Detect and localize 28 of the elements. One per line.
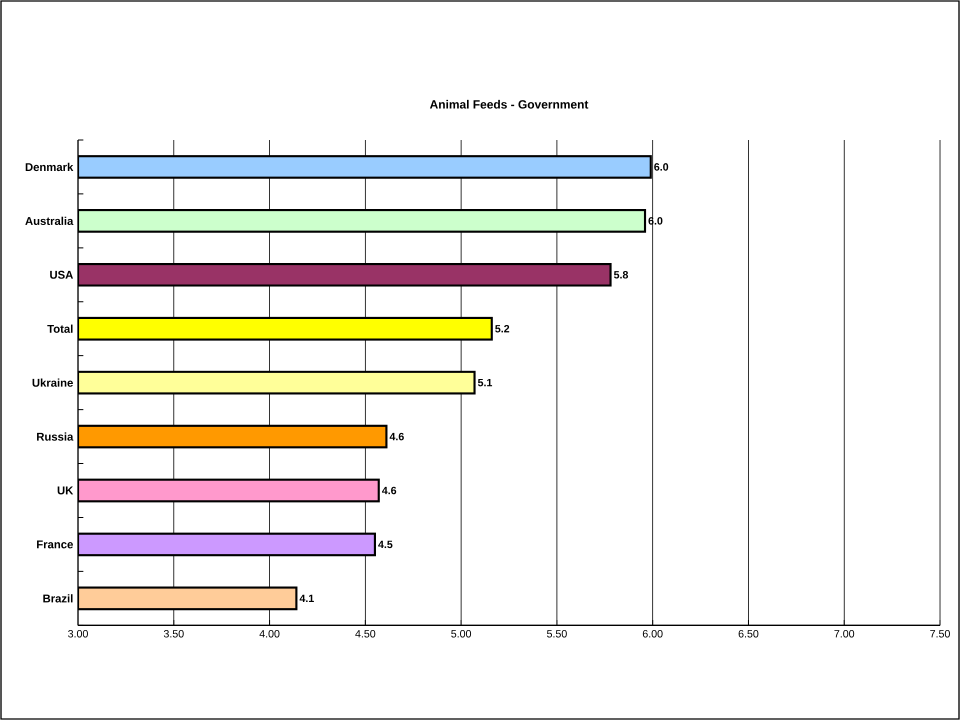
x-tick-label: 7.00 [834,630,854,638]
x-tick-label: 4.00 [259,630,280,638]
x-tick-label: 7.50 [930,630,950,638]
data-label: 5.1 [478,378,492,386]
data-label: 4.6 [390,432,404,440]
data-label: 6.0 [654,163,668,171]
x-tick-label: 3.50 [164,630,184,638]
y-tick-label: Denmark [26,162,74,172]
data-label: 4.5 [378,540,392,548]
data-label: 5.8 [614,271,628,279]
x-tick-label: 5.50 [546,630,567,638]
y-tick-label: Brazil [43,594,73,602]
x-tick-label: 5.00 [451,630,472,638]
y-tick-label: Total [47,324,73,333]
data-label: 4.6 [382,486,396,494]
x-tick-label: 6.50 [738,630,758,638]
data-label: 4.1 [300,594,314,602]
y-tick-label: France [37,540,73,548]
x-tick-label: 4.50 [355,630,376,638]
chart-title: Animal Feeds - Government [430,100,588,109]
x-tick-label: 3.00 [68,630,88,638]
y-tick-label: Ukraine [32,378,73,387]
y-tick-label: Russia [37,432,74,441]
x-tick-label: 6.00 [642,630,663,638]
y-tick-label: UK [58,486,74,494]
y-tick-label: Australia [25,216,74,226]
y-tick-label: USA [50,270,74,279]
data-label: 5.2 [495,324,510,332]
